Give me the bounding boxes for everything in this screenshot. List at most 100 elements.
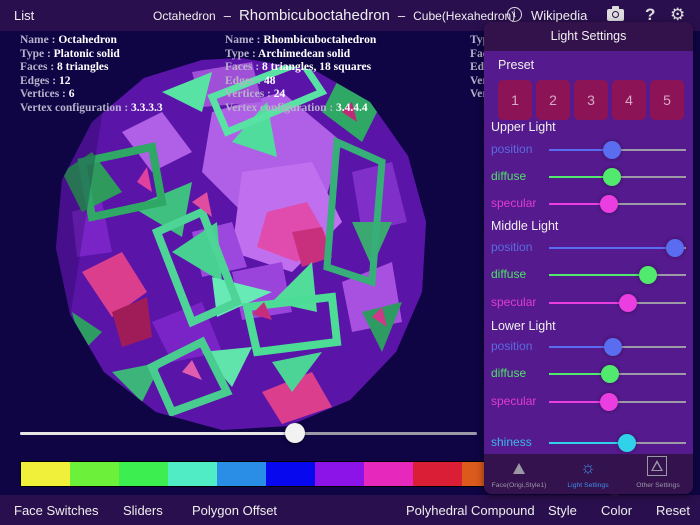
color-swatch[interactable] bbox=[119, 462, 168, 486]
color-swatch[interactable] bbox=[462, 462, 484, 486]
current-polyhedron-title: Rhombicuboctahedron bbox=[238, 7, 390, 24]
slider-thumb[interactable] bbox=[602, 141, 621, 159]
preset-button-1[interactable]: 1 bbox=[498, 80, 532, 120]
popover-tab-bar: Face(Origi,Style1) ☼ Light Settings Othe… bbox=[484, 454, 693, 494]
info-key: Vertex configuration : bbox=[225, 101, 337, 114]
tab-label: Light Settings bbox=[567, 482, 609, 489]
tab-label: Face(Origi,Style1) bbox=[491, 482, 547, 489]
middle-diffuse-slider[interactable]: diffuse bbox=[491, 265, 686, 285]
preset-button-4[interactable]: 4 bbox=[612, 80, 646, 120]
info-key: Name : bbox=[20, 34, 59, 46]
color-swatch[interactable] bbox=[364, 462, 413, 486]
color-swatch[interactable] bbox=[168, 462, 217, 486]
slider-thumb[interactable] bbox=[602, 168, 621, 186]
slider-thumb[interactable] bbox=[618, 434, 637, 452]
color-swatch[interactable] bbox=[315, 462, 364, 486]
info-key: Ver bbox=[470, 88, 484, 101]
info-key: Vertex configuration : bbox=[20, 101, 132, 114]
bottom-toolbar: Face Switches Sliders Polygon Offset Pol… bbox=[0, 495, 700, 525]
color-swatch[interactable] bbox=[21, 462, 70, 486]
preset-button-5[interactable]: 5 bbox=[650, 80, 684, 120]
info-key: Name : bbox=[225, 34, 264, 46]
slider-thumb[interactable] bbox=[600, 393, 619, 411]
list-button[interactable]: List bbox=[14, 8, 35, 23]
slider-thumb[interactable] bbox=[639, 266, 658, 284]
info-faces: 8 triangles bbox=[57, 61, 109, 74]
color-swatch[interactable] bbox=[217, 462, 266, 486]
face-switches-button[interactable]: Face Switches bbox=[14, 503, 99, 518]
info-key: Type : bbox=[20, 47, 54, 60]
info-type: Archimedean solid bbox=[258, 47, 351, 60]
info-key: Vertices : bbox=[225, 88, 274, 101]
slider-fill bbox=[549, 247, 675, 249]
info-vertex-config: 3.3.3.3 bbox=[131, 101, 163, 114]
info-name: Rhombicuboctahedron bbox=[263, 34, 377, 46]
camera-icon[interactable] bbox=[607, 6, 624, 21]
sliders-button[interactable]: Sliders bbox=[123, 503, 163, 518]
tab-label: Other Settings bbox=[636, 482, 680, 489]
preset-buttons: 1 2 3 4 5 bbox=[498, 80, 684, 120]
polyhedron-3d-view[interactable] bbox=[52, 52, 428, 432]
color-button[interactable]: Color bbox=[601, 503, 633, 518]
slider-label: position bbox=[491, 339, 533, 353]
tab-other-settings[interactable]: Other Settings bbox=[623, 454, 693, 494]
morph-slider[interactable] bbox=[20, 423, 477, 443]
info-key: Edges : bbox=[225, 74, 264, 87]
tab-face[interactable]: Face(Origi,Style1) bbox=[484, 454, 554, 494]
info-edges: 48 bbox=[263, 74, 276, 87]
polygon-offset-button[interactable]: Polygon Offset bbox=[192, 503, 278, 518]
sun-icon: ☼ bbox=[580, 458, 596, 477]
slider-thumb[interactable] bbox=[285, 423, 305, 443]
slider-fill bbox=[20, 432, 295, 435]
upper-specular-slider[interactable]: specular bbox=[491, 194, 686, 214]
color-swatch[interactable] bbox=[413, 462, 462, 486]
boxed-triangle-icon bbox=[647, 456, 667, 476]
info-name: Octahedron bbox=[58, 34, 117, 46]
previous-polyhedron-link[interactable]: Octahedron bbox=[153, 9, 216, 23]
slider-label: position bbox=[491, 142, 533, 156]
color-swatch[interactable] bbox=[266, 462, 315, 486]
tab-light-settings[interactable]: ☼ Light Settings bbox=[553, 454, 623, 494]
preset-button-2[interactable]: 2 bbox=[536, 80, 570, 120]
slider-thumb[interactable] bbox=[665, 239, 684, 257]
lower-diffuse-slider[interactable]: diffuse bbox=[491, 364, 686, 384]
slider-fill bbox=[549, 346, 613, 348]
triangle-icon bbox=[513, 463, 525, 474]
color-swatch[interactable] bbox=[70, 462, 119, 486]
slider-fill bbox=[549, 274, 649, 276]
slider-fill bbox=[549, 442, 628, 444]
center-polyhedron-info: Name : Rhombicuboctahedron Type : Archim… bbox=[225, 34, 376, 116]
info-type: Platonic solid bbox=[53, 47, 120, 60]
polyhedral-compound-button[interactable]: Polyhedral Compound bbox=[406, 503, 535, 518]
style-button[interactable]: Style bbox=[548, 503, 577, 518]
slider-label: shiness bbox=[491, 435, 532, 449]
next-polyhedron-link[interactable]: Cube(Hexahedron) bbox=[413, 9, 516, 23]
slider-label: position bbox=[491, 240, 533, 254]
slider-thumb[interactable] bbox=[600, 195, 619, 213]
info-icon[interactable]: i bbox=[507, 7, 522, 22]
shiness-slider[interactable]: shiness bbox=[491, 433, 686, 453]
slider-thumb[interactable] bbox=[619, 294, 638, 312]
preset-button-3[interactable]: 3 bbox=[574, 80, 608, 120]
slider-fill bbox=[549, 176, 612, 178]
info-vertices: 24 bbox=[273, 88, 286, 101]
popover-arrow bbox=[608, 492, 622, 498]
wikipedia-button[interactable]: Wikipedia bbox=[531, 8, 588, 23]
lower-light-label: Lower Light bbox=[491, 319, 556, 333]
middle-specular-slider[interactable]: specular bbox=[491, 293, 686, 313]
help-icon[interactable]: ? bbox=[645, 5, 656, 24]
slider-thumb[interactable] bbox=[603, 338, 622, 356]
slider-label: specular bbox=[491, 394, 537, 408]
slider-thumb[interactable] bbox=[601, 365, 620, 383]
popover-title: Light Settings bbox=[484, 22, 693, 51]
gear-icon[interactable]: ⚙ bbox=[670, 5, 686, 24]
middle-position-slider[interactable]: position bbox=[491, 238, 686, 258]
upper-position-slider[interactable]: position bbox=[491, 140, 686, 160]
reset-button[interactable]: Reset bbox=[656, 503, 690, 518]
upper-diffuse-slider[interactable]: diffuse bbox=[491, 167, 686, 187]
slider-label: specular bbox=[491, 196, 537, 210]
info-key: Faces : bbox=[225, 61, 263, 74]
lower-position-slider[interactable]: position bbox=[491, 337, 686, 357]
slider-label: diffuse bbox=[491, 267, 527, 281]
lower-specular-slider[interactable]: specular bbox=[491, 392, 686, 412]
